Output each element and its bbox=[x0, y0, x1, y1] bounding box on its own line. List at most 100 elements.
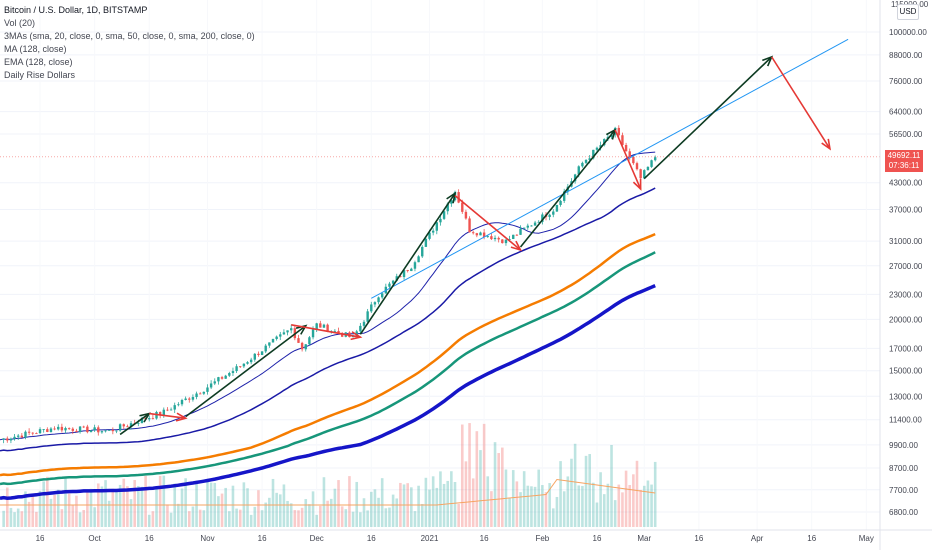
x-tick-label[interactable]: 16 bbox=[480, 534, 489, 543]
y-tick-label[interactable]: 56500.00 bbox=[889, 130, 923, 139]
legend-vol[interactable]: Vol (20) bbox=[4, 18, 36, 28]
volume-bar bbox=[220, 493, 224, 527]
candle-body bbox=[158, 411, 162, 415]
y-tick-label[interactable]: 27000.00 bbox=[889, 262, 923, 271]
x-tick-label[interactable]: May bbox=[859, 534, 874, 543]
candle-body bbox=[290, 328, 293, 331]
candle-body bbox=[67, 428, 71, 429]
volume-bar bbox=[450, 471, 453, 527]
x-tick-label[interactable]: Feb bbox=[535, 534, 549, 543]
x-tick-label[interactable]: 16 bbox=[593, 534, 602, 543]
volume-bar bbox=[431, 476, 435, 527]
volume-bar bbox=[475, 431, 479, 527]
y-axis-labels[interactable]: 100000.00 88000.00 76000.00 64000.00 56500.0… bbox=[889, 0, 929, 517]
volume-bar bbox=[486, 476, 490, 527]
volume-bar bbox=[2, 510, 5, 527]
y-tick-label[interactable]: 9900.00 bbox=[889, 441, 918, 450]
candle-body bbox=[555, 204, 559, 212]
x-tick-label[interactable]: 16 bbox=[36, 534, 45, 543]
volume-bar bbox=[293, 510, 297, 527]
candle-body bbox=[359, 325, 362, 332]
legend-ema[interactable]: EMA (128, close) bbox=[4, 57, 73, 67]
candle-body bbox=[108, 429, 111, 431]
y-tick-label[interactable]: 88000.00 bbox=[889, 51, 923, 60]
volume-bar bbox=[511, 470, 515, 527]
candle-body bbox=[6, 438, 9, 441]
y-tick-label[interactable]: 15000.00 bbox=[889, 367, 923, 376]
x-tick-label[interactable]: 16 bbox=[145, 534, 154, 543]
y-tick-label[interactable]: 20000.00 bbox=[889, 315, 923, 324]
candle-body bbox=[315, 323, 318, 330]
y-tick-label[interactable]: 8700.00 bbox=[889, 464, 918, 473]
volume-bar bbox=[384, 508, 388, 527]
legend-ma[interactable]: MA (128, close) bbox=[4, 44, 67, 54]
candle-body bbox=[559, 200, 562, 205]
x-tick-label[interactable]: 16 bbox=[694, 534, 703, 543]
legend-3mas[interactable]: 3MAs (sma, 20, close, 0, sma, 50, close,… bbox=[4, 31, 255, 41]
volume-bar bbox=[624, 470, 628, 527]
volume-bar bbox=[551, 508, 555, 527]
candle-body bbox=[224, 375, 227, 379]
candle-body bbox=[337, 330, 340, 334]
y-tick-label[interactable]: 11400.00 bbox=[889, 416, 922, 425]
y-tick-label[interactable]: 17000.00 bbox=[889, 344, 923, 353]
legend-daily-rise[interactable]: Daily Rise Dollars bbox=[4, 70, 76, 80]
legend-title[interactable]: Bitcoin / U.S. Dollar, 1D, BITSTAMP bbox=[4, 5, 148, 15]
candle-body bbox=[13, 436, 16, 439]
x-tick-label[interactable]: Oct bbox=[88, 534, 101, 543]
candle-body bbox=[599, 145, 602, 148]
volume-bar bbox=[129, 499, 133, 527]
candle-body bbox=[424, 238, 428, 247]
volume-bar bbox=[490, 491, 493, 527]
candle-body bbox=[581, 162, 584, 167]
candle-body bbox=[537, 221, 540, 223]
x-axis-labels[interactable]: 16 Oct 16 Nov 16 Dec 16 2021 16 Feb 16 Mar 16 Apr 16 Ma… bbox=[36, 534, 874, 543]
volume-bar bbox=[71, 505, 75, 527]
ma-200-line bbox=[0, 284, 656, 501]
candle-body bbox=[628, 151, 631, 157]
x-tick-label[interactable]: Mar bbox=[637, 534, 651, 543]
y-tick-label[interactable]: 13000.00 bbox=[889, 392, 923, 401]
volume-bar bbox=[224, 487, 227, 527]
x-tick-label[interactable]: 2021 bbox=[421, 534, 439, 543]
y-tick-label[interactable]: 37000.00 bbox=[889, 206, 923, 215]
candle-body bbox=[610, 134, 613, 137]
y-tick-label[interactable]: 76000.00 bbox=[889, 77, 923, 86]
x-tick-label[interactable]: Nov bbox=[200, 534, 214, 543]
candle-body bbox=[541, 214, 544, 222]
candle-body bbox=[639, 169, 642, 179]
volume-bar bbox=[380, 478, 384, 527]
volume-ma-line bbox=[0, 478, 656, 506]
volume-bar bbox=[151, 511, 155, 527]
volume-bar bbox=[559, 461, 562, 527]
candle-body bbox=[552, 211, 555, 215]
x-tick-label[interactable]: 16 bbox=[367, 534, 376, 543]
candle-body bbox=[515, 234, 519, 236]
volume-bar bbox=[501, 447, 504, 527]
x-tick-label[interactable]: 16 bbox=[258, 534, 267, 543]
currency-button[interactable]: USD bbox=[897, 4, 919, 20]
candle-body bbox=[228, 373, 231, 376]
y-tick-label[interactable]: 100000.00 bbox=[889, 28, 927, 37]
volume-bar bbox=[46, 476, 49, 527]
volume-bar bbox=[369, 491, 373, 527]
volume-bar bbox=[100, 486, 104, 527]
y-tick-label[interactable]: 23000.00 bbox=[889, 290, 923, 299]
y-tick-label[interactable]: 31000.00 bbox=[889, 237, 923, 246]
y-tick-label[interactable]: 64000.00 bbox=[889, 108, 923, 117]
y-tick-label[interactable]: 6800.00 bbox=[889, 508, 918, 517]
volume-bar bbox=[508, 497, 511, 527]
y-tick-label[interactable]: 43000.00 bbox=[889, 179, 923, 188]
candle-body bbox=[235, 366, 238, 372]
volume-bar bbox=[89, 488, 93, 527]
x-tick-label[interactable]: Dec bbox=[310, 534, 324, 543]
y-tick-label[interactable]: 7700.00 bbox=[889, 486, 918, 495]
x-tick-label[interactable]: 16 bbox=[807, 534, 816, 543]
volume-bar bbox=[482, 423, 486, 527]
x-tick-label[interactable]: Apr bbox=[751, 534, 764, 543]
candle-body bbox=[617, 127, 620, 136]
volume-bar bbox=[377, 497, 380, 527]
candle-body bbox=[333, 330, 337, 332]
candle-body bbox=[9, 438, 13, 441]
